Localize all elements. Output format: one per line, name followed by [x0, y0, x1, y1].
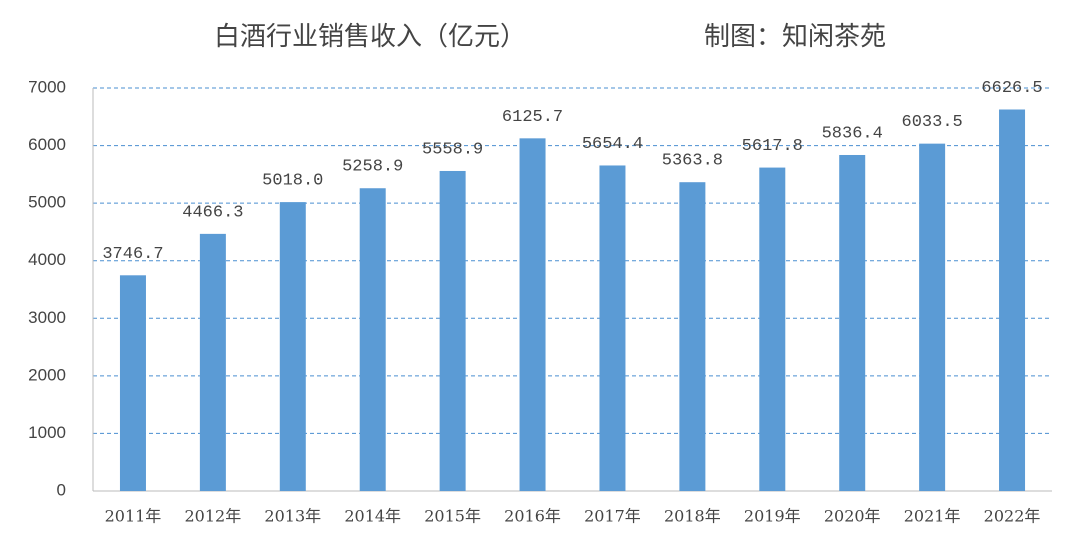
x-tick-label: 2022年 [984, 507, 1041, 526]
value-label: 5258.9 [342, 158, 403, 177]
value-label: 5018.0 [262, 172, 323, 191]
bar [519, 138, 546, 491]
value-label: 6033.5 [902, 113, 963, 132]
value-label: 6626.5 [981, 79, 1042, 98]
value-label: 5363.8 [662, 152, 723, 171]
bar [839, 154, 866, 491]
x-tick-label: 2013年 [264, 507, 321, 526]
chart-title: 白酒行业销售收入（亿元） [214, 22, 526, 52]
x-tick-label: 2011年 [105, 507, 162, 526]
x-tick-label: 2015年 [424, 507, 481, 526]
x-tick-label: 2020年 [824, 507, 881, 526]
value-label: 3746.7 [102, 245, 163, 264]
value-label: 5836.4 [822, 124, 883, 143]
value-label: 5654.4 [582, 135, 643, 154]
y-tick-label: 2000 [28, 365, 66, 384]
y-tick-label: 1000 [28, 423, 66, 442]
bar [439, 170, 466, 491]
bar [679, 182, 706, 491]
y-tick-label: 0 [57, 480, 66, 499]
value-label: 6125.7 [502, 108, 563, 127]
bar [999, 109, 1026, 491]
x-tick-label: 2016年 [504, 507, 561, 526]
bar [759, 167, 786, 491]
x-tick-label: 2014年 [344, 507, 401, 526]
y-tick-label: 5000 [28, 193, 66, 212]
bar [359, 188, 386, 491]
chart-credit: 制图：知闲茶苑 [704, 22, 886, 52]
x-tick-label: 2021年 [904, 507, 961, 526]
y-tick-label: 3000 [28, 308, 66, 327]
x-tick-label: 2018年 [664, 507, 721, 526]
y-tick-label: 7000 [28, 77, 66, 96]
y-tick-label: 4000 [28, 250, 66, 269]
x-tick-label: 2012年 [185, 507, 242, 526]
bar [919, 143, 946, 491]
value-label: 5558.9 [422, 140, 483, 159]
bar [599, 165, 626, 491]
x-tick-label: 2019年 [744, 507, 801, 526]
bar [119, 275, 146, 491]
y-tick-label: 6000 [28, 135, 66, 154]
x-tick-label: 2017年 [584, 507, 641, 526]
bar [279, 202, 306, 491]
value-label: 5617.8 [742, 137, 803, 156]
bar [199, 233, 226, 492]
value-label: 4466.3 [182, 203, 243, 222]
